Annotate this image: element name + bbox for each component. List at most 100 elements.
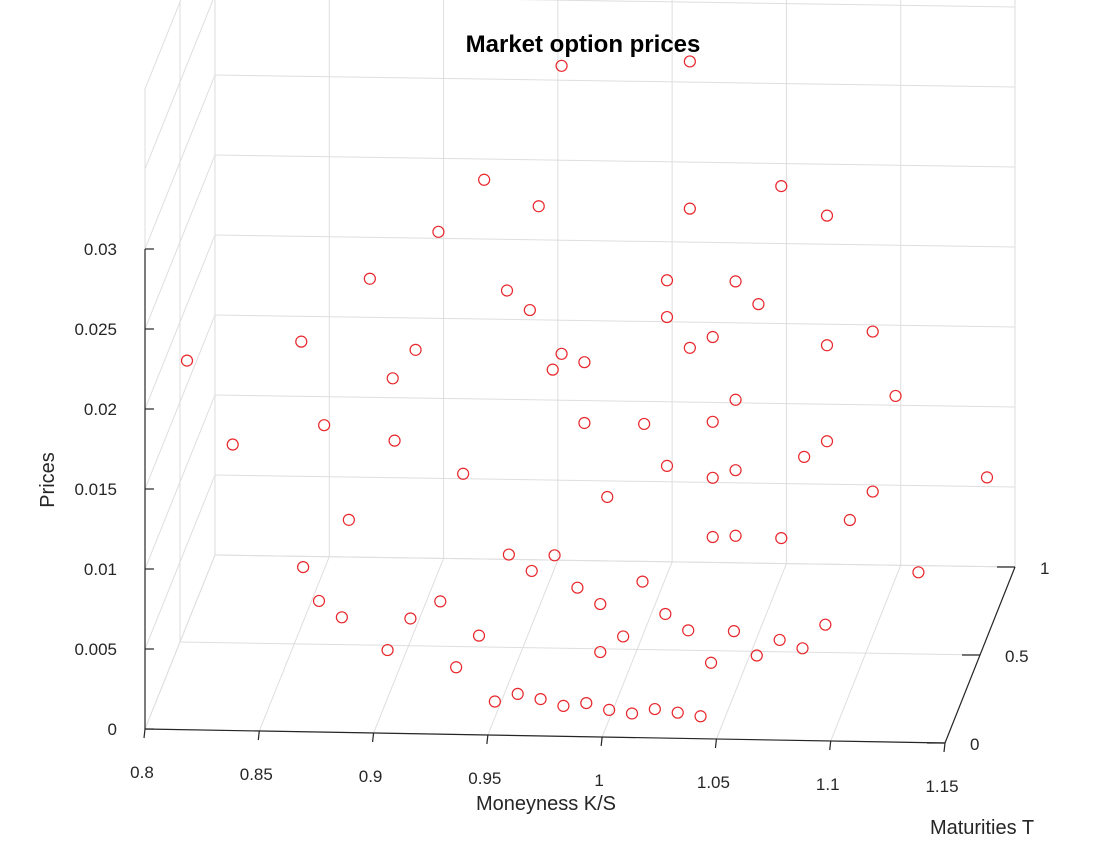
data-point [409, 343, 422, 356]
data-point [706, 530, 719, 544]
data-point [729, 275, 742, 288]
data-point [603, 703, 616, 716]
x-tick-mark [600, 736, 603, 747]
y-tick-label: 1 [1040, 559, 1049, 578]
data-point [578, 416, 591, 430]
side-wall-grid-line [144, 0, 182, 90]
data-point [912, 566, 925, 579]
data-point [381, 643, 394, 657]
x-tick-mark [257, 730, 260, 741]
y-axis-label: Maturities T [930, 817, 1034, 839]
side-wall-grid-line [144, 234, 216, 410]
back-wall-grid-line [214, 474, 1016, 488]
data-point [638, 417, 651, 431]
x-tick-mark [486, 734, 489, 745]
data-point [625, 707, 639, 720]
chart-title: Market option prices [466, 31, 701, 58]
data-point [580, 696, 593, 710]
x-tick-label: 0.85 [240, 765, 273, 784]
data-point [450, 661, 463, 674]
data-point [683, 55, 696, 68]
z-tick-label: 0 [108, 720, 117, 739]
data-point [660, 459, 674, 472]
marks-layer [180, 55, 994, 723]
data-point [773, 633, 786, 647]
data-point [594, 645, 607, 659]
data-point [706, 415, 719, 428]
data-point [511, 687, 524, 701]
z-tick-label: 0.02 [84, 400, 117, 419]
data-point [571, 581, 584, 594]
data-point [388, 434, 401, 447]
data-point [500, 284, 514, 297]
data-point [706, 471, 719, 484]
data-point [648, 702, 661, 716]
back-wall-grid-line [214, 154, 1016, 168]
data-point [682, 624, 695, 637]
side-wall-grid-line [144, 74, 216, 250]
data-point [729, 464, 742, 477]
y-tick-label: 0.5 [1005, 647, 1029, 666]
data-point [534, 693, 547, 706]
data-point [775, 532, 788, 545]
data-point [546, 363, 559, 376]
data-point [798, 450, 811, 463]
back-wall-grid-line [214, 394, 1016, 408]
data-point [704, 656, 718, 669]
side-wall-grid-line [144, 394, 216, 570]
side-wall-grid-line [144, 154, 216, 330]
data-point [820, 435, 834, 448]
data-point [555, 347, 568, 360]
z-tick-label: 0.025 [74, 320, 117, 339]
data-point [750, 649, 763, 662]
data-point [866, 325, 879, 338]
data-point [820, 209, 834, 222]
x-tick-label: 0.9 [359, 767, 383, 786]
floor-grid-line [179, 641, 981, 656]
data-point [502, 548, 515, 561]
side-wall-grid-line [144, 314, 216, 490]
z-axis-label: Prices [37, 452, 59, 508]
x-axis-label: Moneyness K/S [476, 793, 616, 815]
data-point [297, 560, 310, 574]
data-point [659, 607, 672, 621]
data-point [342, 513, 355, 526]
data-point [386, 372, 399, 385]
z-tick-label: 0.015 [74, 480, 117, 499]
data-point [226, 438, 239, 451]
data-point [478, 173, 491, 186]
x-axis-line [144, 728, 946, 744]
data-point [889, 389, 902, 403]
data-point [295, 335, 308, 348]
side-wall-grid-line [144, 554, 216, 730]
data-point [660, 274, 674, 287]
data-point [660, 310, 674, 324]
data-point [523, 303, 536, 317]
y-tick-label: 0 [970, 735, 979, 754]
data-point [752, 298, 765, 311]
z-tick-label: 0.005 [74, 640, 117, 659]
x-tick-label: 0.8 [130, 763, 154, 782]
data-point [318, 419, 331, 432]
z-tick-label: 0.03 [84, 240, 117, 259]
data-point [472, 629, 486, 642]
data-point [843, 513, 856, 527]
data-point [594, 597, 607, 611]
data-point [457, 467, 470, 480]
ticks-layer: 0.8 0.85 0.9 0.95 1 1.05 1.1 1.15 0 0.5 1 0 0.005 0.0… [74, 240, 1049, 796]
data-point [671, 706, 684, 719]
data-point [980, 471, 994, 484]
back-wall-grid-line [214, 314, 1016, 328]
data-point [636, 575, 649, 588]
data-point [578, 356, 591, 369]
x-tick-mark [143, 728, 146, 739]
grid-layer [144, 0, 1016, 744]
data-point [434, 595, 447, 608]
data-point [548, 549, 561, 562]
data-point [729, 529, 742, 542]
z-tick-label: 0.01 [84, 560, 117, 579]
x-tick-label: 1.1 [816, 775, 840, 794]
x-tick-label: 1 [594, 771, 603, 790]
data-point [729, 393, 742, 406]
